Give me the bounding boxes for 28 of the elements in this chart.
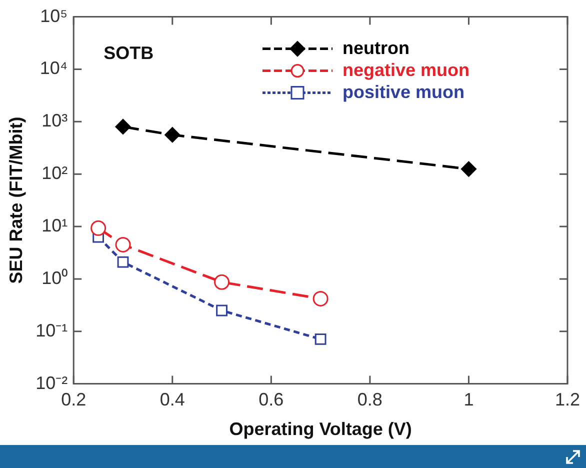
- point: [117, 256, 129, 268]
- point: [312, 290, 328, 306]
- x-tick-label: 0.8: [357, 390, 382, 410]
- point: [314, 333, 326, 345]
- y-tick-label: 10⁰: [42, 268, 68, 288]
- x-tick-label: 0.6: [258, 390, 284, 410]
- legend-label: positive muon: [342, 82, 465, 102]
- y-tick-label: 10³: [42, 110, 68, 131]
- point: [214, 274, 230, 290]
- y-tick-label: 10⁴: [40, 58, 68, 78]
- annotation: SOTB: [104, 42, 154, 63]
- y-tick-label: 10⁻¹: [36, 320, 68, 340]
- point: [90, 220, 106, 236]
- point: [460, 161, 476, 177]
- point: [164, 127, 180, 143]
- y-tick-label: 10⁵: [40, 6, 68, 26]
- point: [115, 118, 131, 134]
- legend-label: neutron: [342, 38, 410, 58]
- x-tick-label: 1.2: [554, 390, 580, 410]
- y-axis-title: SEU Rate (FIT/Mbit): [6, 116, 26, 284]
- point: [216, 304, 228, 316]
- x-tick-label: 0.4: [160, 390, 185, 410]
- x-axis-title: Operating Voltage (V): [229, 419, 412, 440]
- y-tick-label: 10²: [42, 163, 68, 184]
- legend-label: negative muon: [342, 60, 470, 80]
- x-tick-label: 1: [464, 390, 474, 410]
- point: [115, 236, 131, 252]
- y-tick-label: 10¹: [42, 215, 68, 236]
